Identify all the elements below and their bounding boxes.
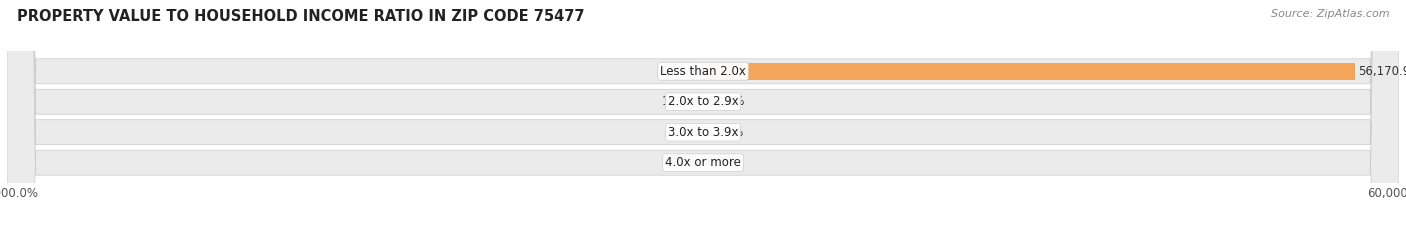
Text: 2.0x to 2.9x: 2.0x to 2.9x [668, 95, 738, 108]
Text: 2.9%: 2.9% [669, 126, 700, 139]
Text: 15.2%: 15.2% [707, 126, 744, 139]
Text: 14.9%: 14.9% [662, 156, 699, 169]
Text: 0.0%: 0.0% [706, 156, 737, 169]
FancyBboxPatch shape [7, 0, 1399, 234]
Text: 18.9%: 18.9% [662, 95, 699, 108]
Text: 3.0x to 3.9x: 3.0x to 3.9x [668, 126, 738, 139]
FancyBboxPatch shape [7, 0, 1399, 234]
Text: Source: ZipAtlas.com: Source: ZipAtlas.com [1271, 9, 1389, 19]
FancyBboxPatch shape [7, 0, 1399, 234]
Text: PROPERTY VALUE TO HOUSEHOLD INCOME RATIO IN ZIP CODE 75477: PROPERTY VALUE TO HOUSEHOLD INCOME RATIO… [17, 9, 585, 24]
Text: 63.4%: 63.4% [662, 65, 699, 78]
Text: 4.0x or more: 4.0x or more [665, 156, 741, 169]
Text: 56,170.9%: 56,170.9% [1358, 65, 1406, 78]
FancyBboxPatch shape [7, 0, 1399, 234]
Text: Less than 2.0x: Less than 2.0x [659, 65, 747, 78]
Bar [703, 63, 1354, 80]
Text: 64.6%: 64.6% [707, 95, 745, 108]
